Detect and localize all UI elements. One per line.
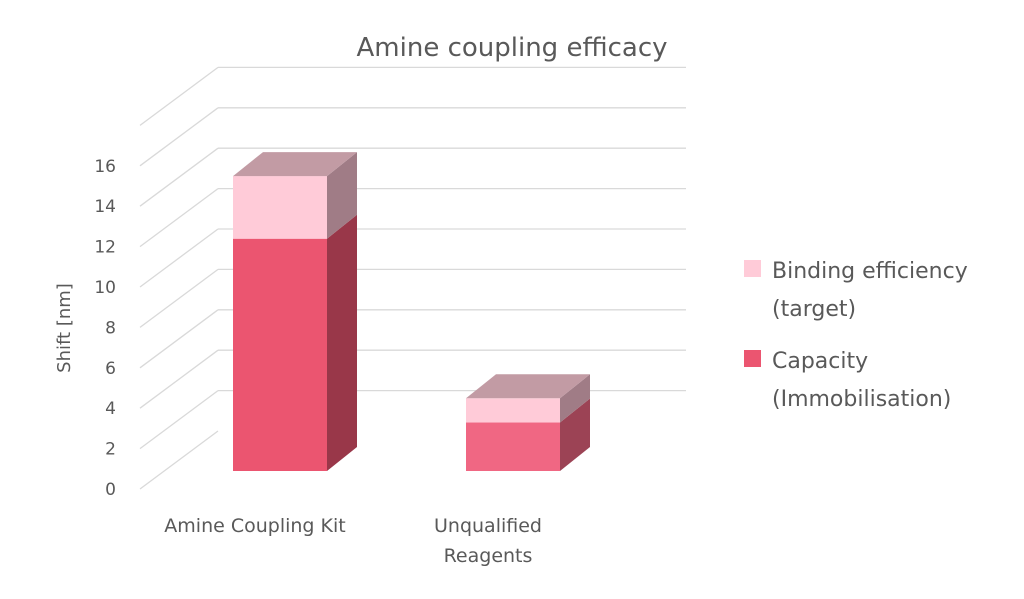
bar-segment	[466, 398, 590, 471]
grid	[139, 66, 686, 490]
bar-face	[233, 238, 327, 471]
gridline-side	[139, 66, 219, 126]
gridline-side	[139, 309, 219, 369]
bar-side	[327, 214, 357, 471]
legend-label: (target)	[772, 297, 856, 322]
x-category-label: Amine Coupling Kit	[164, 515, 345, 537]
y-axis-title: Shift [nm]	[54, 283, 75, 373]
y-tick-label: 16	[94, 157, 116, 177]
gridline-side	[139, 147, 219, 207]
legend-swatch	[744, 260, 761, 277]
gridline-side	[139, 107, 219, 167]
bar-face	[466, 398, 560, 423]
chart-title: Amine coupling efficacy	[357, 33, 668, 63]
bar-segment	[466, 374, 590, 423]
bar-side	[327, 152, 357, 239]
x-category-label: Reagents	[444, 545, 533, 567]
bars	[233, 152, 590, 471]
bar-top	[233, 152, 357, 177]
y-tick-label: 12	[94, 238, 116, 258]
legend-label: Capacity	[772, 349, 868, 374]
gridline-side	[139, 268, 219, 328]
bar-side	[560, 374, 590, 423]
bar-top	[466, 374, 590, 399]
bar-face	[233, 176, 327, 239]
gridline-side	[139, 390, 219, 450]
legend-item: Binding efficiency (target)	[744, 259, 968, 322]
y-tick-label: 4	[105, 399, 116, 419]
gridline-side	[139, 188, 219, 248]
x-category-label: Unqualified	[434, 515, 542, 537]
y-tick-label: 6	[105, 359, 116, 379]
bar-side	[560, 398, 590, 471]
gridline-side	[139, 430, 219, 490]
legend-label: (Immobilisation)	[772, 387, 951, 412]
legend-label: Binding efficiency	[772, 259, 968, 284]
y-tick-label: 8	[105, 318, 116, 338]
y-tick-label: 14	[94, 197, 116, 217]
bar-segment	[233, 152, 357, 239]
y-tick-label: 0	[105, 480, 116, 500]
y-tick-label: 2	[105, 440, 116, 460]
legend: Binding efficiency (target) Capacity (Immob…	[744, 259, 968, 412]
y-tick-label: 10	[94, 278, 116, 298]
bar-face	[466, 422, 560, 471]
y-axis-ticks: 0 2 4 6 8 10 12 14 16	[94, 157, 116, 500]
x-axis-categories: Amine Coupling Kit Unqualified Reagents	[164, 515, 542, 567]
legend-item: Capacity (Immobilisation)	[744, 349, 951, 412]
bar-segment	[233, 214, 357, 471]
gridline-side	[139, 228, 219, 288]
gridline-side	[139, 349, 219, 409]
legend-swatch	[744, 350, 761, 367]
